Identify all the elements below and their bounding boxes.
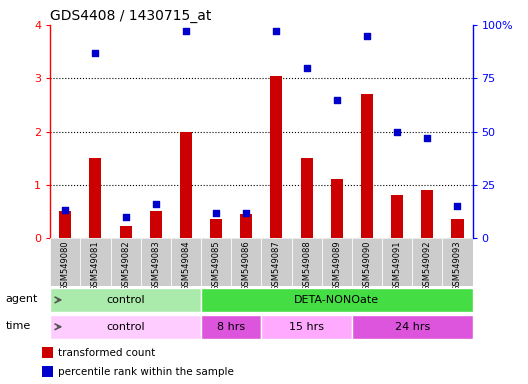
Point [453,203,461,209]
Bar [180,131,192,238]
Bar [201,238,231,286]
Bar [270,76,282,238]
Text: GSM549080: GSM549080 [61,240,70,291]
Bar [322,238,352,286]
Point [91,50,100,56]
Text: agent: agent [5,294,37,304]
Point [121,214,130,220]
Bar [352,238,382,286]
Bar [80,238,110,286]
Point [152,201,160,207]
Bar [150,212,162,238]
Text: GSM549086: GSM549086 [242,240,251,291]
Bar [201,288,473,312]
Text: control: control [106,322,145,332]
Point [363,33,371,39]
Bar [210,219,222,238]
Text: GSM549084: GSM549084 [182,240,191,291]
Bar [291,238,322,286]
Bar [331,179,343,238]
Bar [391,195,403,238]
Bar [42,347,53,358]
Bar [42,366,53,377]
Text: GDS4408 / 1430715_at: GDS4408 / 1430715_at [50,8,212,23]
Bar [300,158,313,238]
Bar [201,315,261,339]
Bar [110,238,140,286]
Point [333,96,341,103]
Point [182,28,190,35]
Text: GSM549090: GSM549090 [362,240,372,291]
Bar [50,238,80,286]
Point [242,209,250,215]
Text: GSM549087: GSM549087 [272,240,281,291]
Bar [442,238,473,286]
Bar [240,214,252,238]
Bar [352,315,473,339]
Text: 15 hrs: 15 hrs [289,322,324,332]
Bar [59,212,71,238]
Point [212,209,220,215]
Text: GSM549091: GSM549091 [393,240,402,291]
Bar [119,226,131,238]
Text: transformed count: transformed count [58,348,155,358]
Bar [382,238,412,286]
Bar [421,190,433,238]
Text: GSM549088: GSM549088 [302,240,311,291]
Point [303,65,311,71]
Point [61,207,70,214]
Text: GSM549083: GSM549083 [151,240,161,291]
Bar [50,288,201,312]
Text: GSM549081: GSM549081 [91,240,100,291]
Text: 8 hrs: 8 hrs [217,322,245,332]
Bar [89,158,101,238]
Text: GSM549092: GSM549092 [423,240,432,291]
Bar [140,238,171,286]
Bar [231,238,261,286]
Text: GSM549082: GSM549082 [121,240,130,291]
Point [272,28,281,35]
Bar [451,219,464,238]
Bar [261,238,291,286]
Bar [361,94,373,238]
Point [423,135,431,141]
Text: GSM549093: GSM549093 [453,240,462,291]
Text: time: time [5,321,31,331]
Text: DETA-NONOate: DETA-NONOate [294,295,379,305]
Text: GSM549085: GSM549085 [212,240,221,291]
Bar [50,315,201,339]
Text: 24 hrs: 24 hrs [394,322,430,332]
Bar [261,315,352,339]
Text: percentile rank within the sample: percentile rank within the sample [58,366,234,377]
Point [393,129,401,135]
Bar [412,238,442,286]
Text: control: control [106,295,145,305]
Bar [171,238,201,286]
Text: GSM549089: GSM549089 [332,240,341,291]
